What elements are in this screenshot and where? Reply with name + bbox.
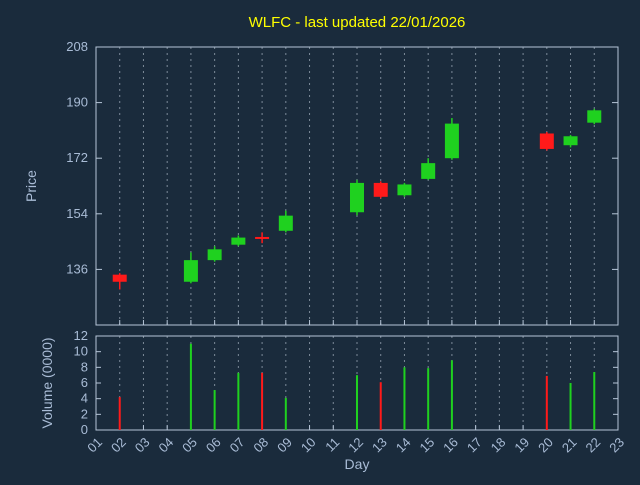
- volume-bar: [118, 397, 121, 430]
- x-tick-label: 07: [227, 435, 248, 456]
- candle-body: [255, 236, 270, 239]
- candle-body: [373, 182, 388, 197]
- candle-body: [563, 136, 578, 146]
- volume-bar: [189, 343, 192, 430]
- volume-tick-label: 10: [74, 344, 88, 359]
- candle-body: [112, 274, 127, 282]
- x-tick-label: 06: [203, 435, 224, 456]
- x-tick-label: 13: [369, 435, 390, 456]
- price-tick-label: 136: [66, 261, 88, 276]
- x-tick-label: 03: [132, 435, 153, 456]
- volume-bar: [593, 372, 596, 430]
- x-tick-label: 08: [250, 435, 271, 456]
- volume-bar: [427, 368, 430, 430]
- volume-bar: [356, 375, 358, 430]
- volume-bar: [284, 397, 287, 430]
- candle-body: [207, 249, 222, 261]
- price-tick-label: 208: [66, 39, 88, 54]
- x-tick-label: 04: [155, 435, 176, 456]
- candle-body: [183, 260, 198, 282]
- x-tick-label: 19: [511, 435, 532, 456]
- x-tick-label: 09: [274, 435, 295, 456]
- volume-tick-label: 4: [81, 391, 88, 406]
- x-tick-label: 02: [108, 435, 129, 456]
- volume-axis-label: Volume (0000): [39, 337, 55, 428]
- volume-bar: [213, 390, 216, 430]
- candle-body: [350, 182, 364, 213]
- candle-body: [421, 163, 436, 179]
- candle-body: [397, 184, 412, 196]
- volume-tick-label: 0: [81, 422, 88, 437]
- candle-body: [444, 123, 459, 159]
- volume-bar: [403, 367, 406, 430]
- grid-lines: [95, 47, 619, 430]
- x-tick-label: 01: [84, 435, 105, 456]
- x-tick-label: 15: [416, 435, 437, 456]
- volume-tick-label: 2: [81, 406, 88, 421]
- volume-bar: [237, 372, 240, 430]
- volume-bar: [450, 360, 453, 430]
- x-tick-label: 22: [583, 435, 604, 456]
- candles: [112, 108, 602, 290]
- price-tick-label: 190: [66, 95, 88, 110]
- x-tick-label: 16: [440, 435, 461, 456]
- x-tick-label: 14: [393, 435, 414, 456]
- volume-bars: [118, 343, 596, 430]
- volume-tick-label: 12: [74, 328, 88, 343]
- volume-bar: [379, 382, 382, 430]
- x-tick-label: 12: [345, 435, 366, 456]
- x-tick-label: 10: [298, 435, 319, 456]
- x-tick-label: 18: [488, 435, 509, 456]
- candle-body: [587, 110, 602, 123]
- volume-bar: [545, 375, 548, 430]
- x-axis-label: Day: [345, 456, 370, 472]
- candle-body: [231, 237, 246, 245]
- volume-tick-label: 6: [81, 375, 88, 390]
- x-tick-label: 11: [322, 435, 342, 455]
- candle-body: [278, 215, 293, 231]
- x-tick-label: 05: [179, 435, 200, 456]
- chart-title: WLFC - last updated 22/01/2026: [249, 14, 466, 31]
- volume-bar: [261, 372, 264, 430]
- price-tick-label: 154: [66, 206, 88, 221]
- volume-bar: [569, 383, 572, 430]
- x-tick-label: 17: [464, 435, 485, 456]
- x-tick-label: 21: [559, 435, 580, 456]
- volume-tick-label: 8: [81, 359, 88, 374]
- candle-body: [539, 133, 554, 149]
- x-tick-label: 20: [535, 435, 556, 456]
- price-axis-label: Price: [23, 170, 39, 202]
- x-tick-label: 23: [606, 435, 627, 456]
- price-tick-label: 172: [66, 150, 88, 165]
